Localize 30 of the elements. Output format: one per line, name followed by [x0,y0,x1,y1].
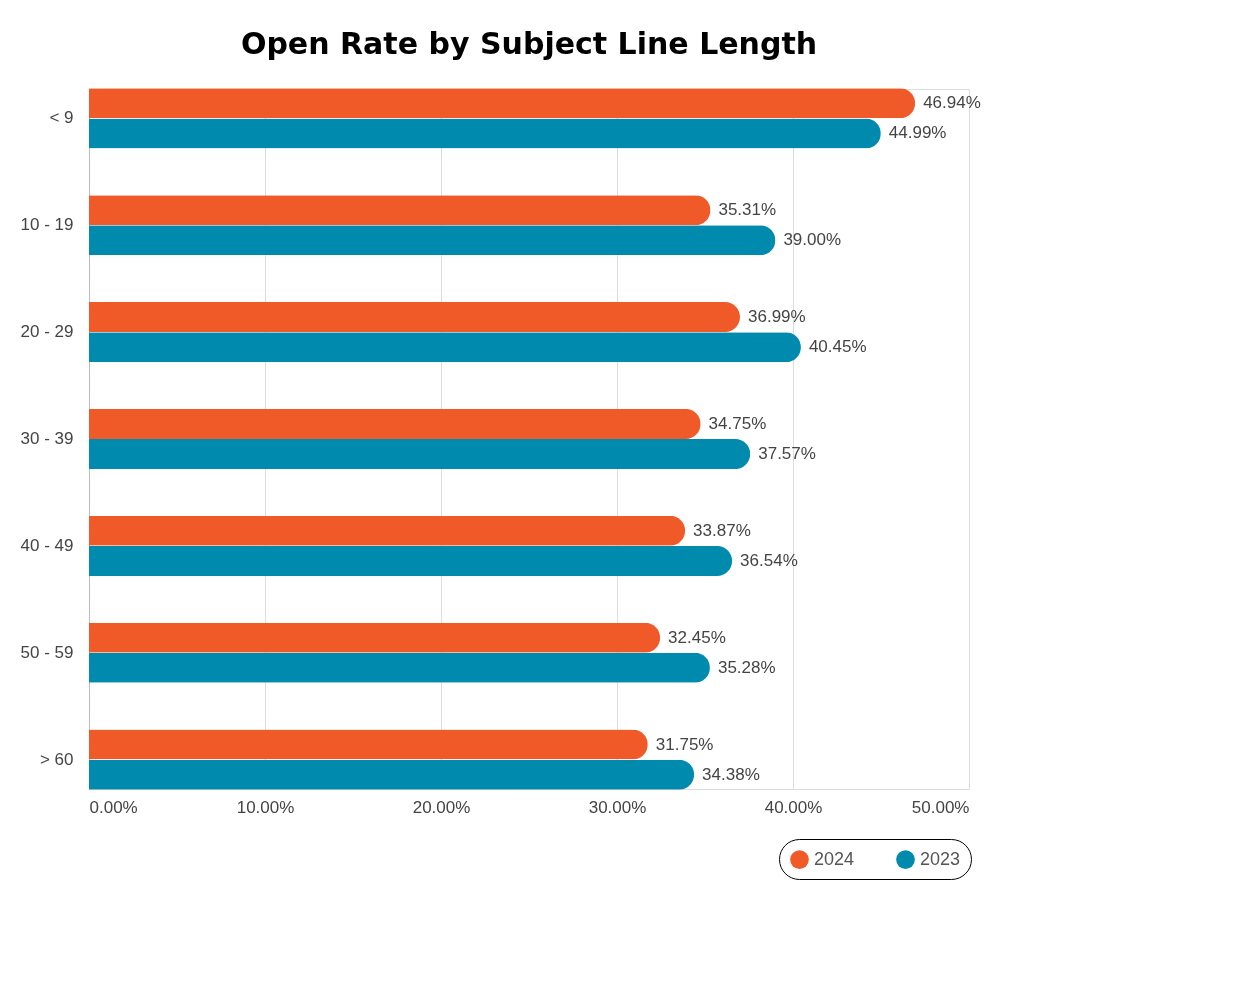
y-tick-label: 20 - 29 [20,322,74,342]
data-label: 34.75% [708,413,767,433]
data-label: 46.94% [923,93,981,113]
x-tick-label: 50.00% [911,797,970,817]
y-tick-label: 10 - 19 [20,215,74,235]
data-label: 36.54% [740,550,798,570]
y-tick-label: 50 - 59 [20,642,74,662]
legend-label: 2024 [814,848,855,869]
data-label: 34.38% [702,764,760,784]
x-tick-label: 20.00% [412,797,471,817]
y-tick-label: 40 - 49 [20,535,74,555]
data-label: 35.31% [718,200,777,220]
data-label: 33.87% [693,520,751,540]
data-label: 36.99% [748,307,806,327]
y-tick-label: 30 - 39 [20,429,74,448]
data-label: 32.45% [668,627,726,647]
x-tick-label: 40.00% [764,797,823,817]
data-label: 39.00% [783,230,842,250]
y-tick-label: > 60 [39,749,74,769]
data-label: 40.45% [808,337,867,357]
y-tick-label: < 9 [49,108,74,128]
data-label: 35.28% [717,657,776,677]
data-label: 37.57% [758,444,816,464]
data-label: 31.75% [655,734,714,754]
x-tick-label: 10.00% [236,797,295,817]
chart-title: Open Rate by Subject Line Length [240,26,818,62]
legend-label: 2023 [920,848,961,869]
x-tick-label: 30.00% [588,797,647,817]
data-label: 44.99% [888,123,947,143]
x-tick-label: 0.00% [89,797,138,817]
